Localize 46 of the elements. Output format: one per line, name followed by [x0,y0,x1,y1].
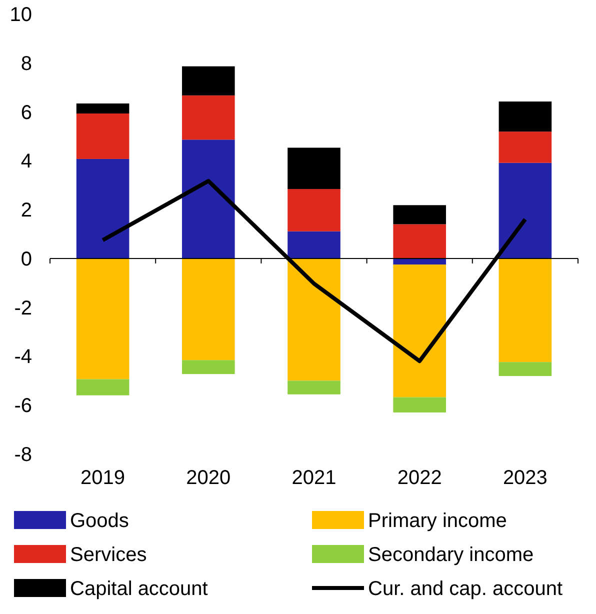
legend-label: Capital account [70,578,208,600]
bar [288,231,340,258]
bar [182,95,235,140]
bar [498,362,552,376]
bar [498,162,552,258]
bar [182,258,235,360]
bar [498,102,552,132]
bar [288,380,340,394]
y-tick-label: -6 [14,395,32,418]
bar [182,66,235,96]
legend-label: Primary income [368,510,507,532]
bar [182,140,235,258]
legend-label: Cur. and cap. account [368,578,564,600]
x-tick-label: 2022 [397,467,442,489]
y-tick-label: 0 [20,248,32,270]
bar [76,113,130,159]
legend-label: Secondary income [368,544,534,566]
y-tick-label: 8 [20,52,32,75]
y-tick-label: 6 [20,102,32,124]
bar [76,158,130,258]
bar [182,360,235,374]
x-tick-label: 2019 [80,467,126,489]
bar [393,397,446,412]
bar [393,264,446,398]
legend-label: Services [70,544,147,566]
bar [393,205,446,224]
bar [76,258,130,380]
bar [393,224,446,258]
bar [76,379,130,396]
bar [393,258,446,265]
bar [288,189,340,232]
bar [76,103,130,114]
y-tick-label: 2 [20,200,32,222]
bar [498,258,552,362]
y-tick-label: -4 [14,346,32,368]
y-tick-label: -2 [14,297,32,320]
bar [498,132,552,163]
y-tick-label: 10 [10,4,32,26]
y-tick-label: 4 [20,150,32,173]
x-tick-label: 2021 [292,467,336,489]
y-tick-label: -8 [14,444,32,466]
x-tick-label: 2020 [186,467,231,489]
bar [288,258,340,381]
x-tick-label: 2023 [502,467,548,489]
bar [288,148,340,190]
legend-label: Goods [70,510,129,532]
